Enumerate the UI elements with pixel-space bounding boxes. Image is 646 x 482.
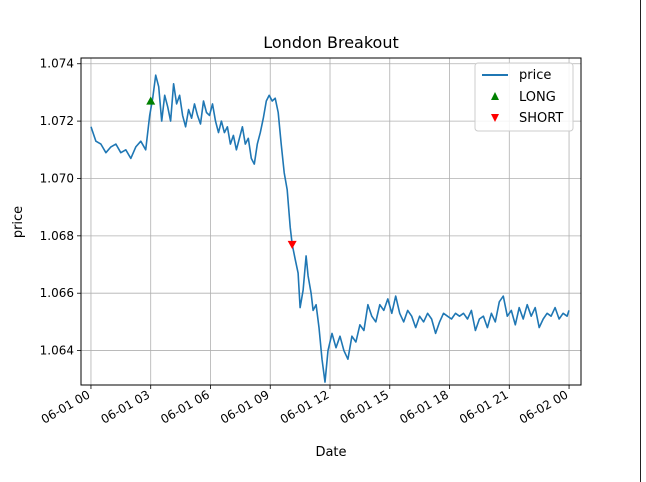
plot-frame: [80, 57, 582, 386]
x-tick-label: 06-01 15: [338, 387, 392, 426]
legend-long-swatch: [491, 92, 499, 100]
x-tick-label: 06-01 03: [98, 387, 152, 426]
y-tick-label: 1.068: [40, 229, 74, 243]
x-tick-label: 06-01 00: [39, 387, 93, 426]
x-tick-label: 06-01 06: [158, 387, 212, 426]
trade-markers: [146, 96, 297, 249]
x-tick-label: 06-01 12: [278, 387, 332, 426]
legend-short-label: SHORT: [519, 111, 563, 126]
y-tick-label: 1.072: [40, 114, 74, 128]
y-tick-label: 1.070: [40, 171, 74, 185]
y-axis-ticks: 1.064 1.066 1.068 1.070 1.072 1.074: [40, 57, 81, 358]
x-tick-label: 06-01 18: [397, 387, 451, 426]
legend: price LONG SHORT: [474, 62, 574, 132]
x-axis-label: Date: [315, 445, 346, 460]
x-tick-label: 06-01 21: [457, 387, 511, 426]
x-axis-ticks: 06-01 00 06-01 03 06-01 06 06-01 09 06-01 12…: [39, 385, 571, 427]
legend-box: [474, 62, 574, 132]
legend-price-label: price: [519, 68, 551, 83]
legend-long-label: LONG: [519, 90, 556, 105]
y-tick-label: 1.066: [40, 286, 74, 300]
y-tick-label: 1.074: [40, 57, 74, 71]
y-tick-label: 1.064: [40, 344, 74, 358]
x-tick-label: 06-01 09: [218, 387, 272, 426]
price-line: [90, 74, 570, 383]
legend-short-swatch: [491, 114, 499, 122]
chart-title: London Breakout: [263, 33, 398, 52]
x-tick-label: 06-02 00: [517, 387, 571, 426]
y-axis-label: price: [11, 206, 26, 238]
long-marker: [146, 96, 156, 105]
window-edge: [640, 0, 641, 482]
short-marker: [287, 240, 297, 249]
price-series: [90, 74, 570, 383]
